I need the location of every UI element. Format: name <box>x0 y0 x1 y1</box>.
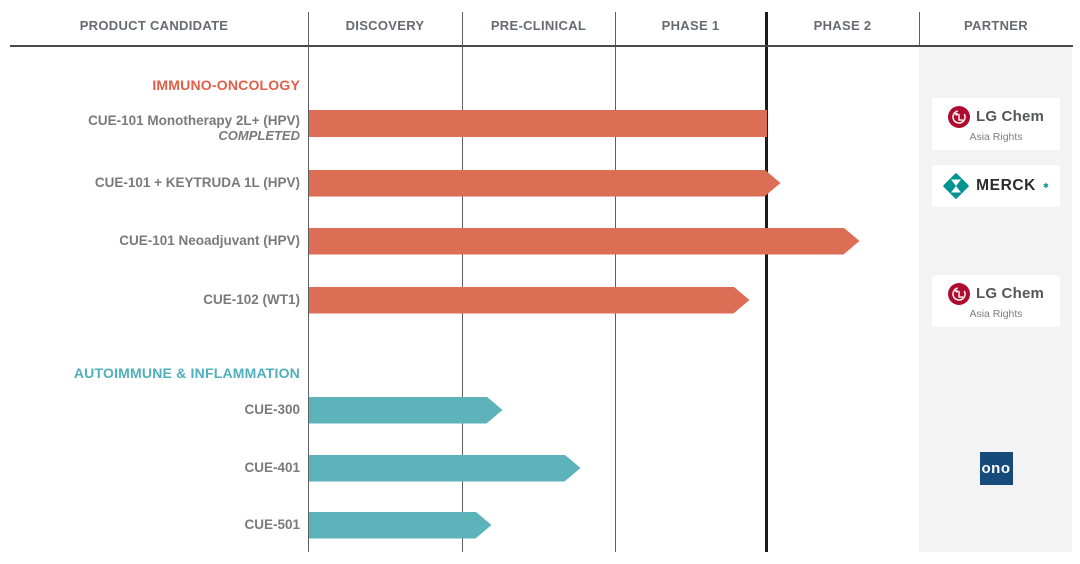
phase-progress-bar <box>309 170 781 197</box>
partner-ono-logo: ono <box>979 451 1013 485</box>
phase-progress-bar <box>308 109 767 137</box>
ono-wordmark: ono <box>981 459 1011 477</box>
partner-cell: ono <box>932 442 1060 494</box>
phase-progress-bar <box>309 455 581 482</box>
section-title: IMMUNO-ONCOLOGY <box>152 77 300 93</box>
lgchem-asia-rights-note: Asia Rights <box>969 307 1023 320</box>
column-header-product-candidate: PRODUCT CANDIDATE <box>79 18 229 33</box>
lg-icon <box>947 282 970 305</box>
phase-progress-bar <box>309 397 503 424</box>
row-label-text: CUE-300 <box>244 402 300 417</box>
lgchem-asia-rights-note: Asia Rights <box>969 130 1023 143</box>
grid-line-phase2-start <box>765 12 768 552</box>
merck-registered-mark: ✱ <box>1042 183 1049 190</box>
partner-merck-logo: MERCK ✱ <box>932 165 1060 207</box>
phase-progress-bar <box>309 512 492 539</box>
merck-logo-row: MERCK ✱ <box>943 173 1049 199</box>
column-header-preclinical: PRE-CLINICAL <box>490 18 587 33</box>
lgchem-logo-row: LG Chem <box>947 282 1045 305</box>
phase-progress-bar <box>309 287 750 314</box>
row-label-text: CUE-101 Neoadjuvant (HPV) <box>119 233 300 248</box>
row-label-text: CUE-101 Monotherapy 2L+ (HPV) <box>88 112 300 128</box>
row-label: CUE-501 <box>0 518 300 532</box>
merck-icon <box>943 173 969 199</box>
phase-progress-bar <box>309 228 860 255</box>
merck-wordmark: MERCK <box>976 177 1036 194</box>
partner-lgchem-logo: LG Chem Asia Rights <box>932 275 1060 327</box>
row-label: CUE-102 (WT1) <box>0 293 300 307</box>
partner-cell: LG Chem Asia Rights <box>932 275 1060 327</box>
column-header-discovery: DISCOVERY <box>345 18 425 33</box>
lgchem-logo-row: LG Chem <box>947 105 1045 128</box>
row-label-text: CUE-101 + KEYTRUDA 1L (HPV) <box>94 175 300 190</box>
row-label-text: CUE-401 <box>244 460 300 475</box>
row-label-text: CUE-501 <box>244 517 300 532</box>
row-label-text: CUE-102 (WT1) <box>203 292 300 307</box>
lgchem-wordmark: LG Chem <box>975 285 1045 302</box>
row-label: CUE-401 <box>0 461 300 475</box>
partner-lgchem-logo: LG Chem Asia Rights <box>932 98 1060 150</box>
header-divider <box>10 45 1073 47</box>
lg-icon <box>947 105 970 128</box>
column-header-phase2: PHASE 2 <box>813 18 872 33</box>
section-title: AUTOIMMUNE & INFLAMMATION <box>73 365 300 381</box>
row-label: CUE-101 Neoadjuvant (HPV) <box>0 234 300 248</box>
column-header-phase1: PHASE 1 <box>661 18 720 33</box>
partner-cell: LG Chem Asia Rights <box>932 98 1060 150</box>
row-label: CUE-101 + KEYTRUDA 1L (HPV) <box>0 176 300 190</box>
grid-line-phase1-start <box>615 12 616 552</box>
grid-line-discovery-start <box>308 12 309 552</box>
row-label: CUE-300 <box>0 403 300 417</box>
partner-cell: MERCK ✱ <box>932 160 1060 212</box>
grid-line-preclinical-start <box>462 12 463 552</box>
column-header-partner: PARTNER <box>964 18 1028 33</box>
lgchem-wordmark: LG Chem <box>975 108 1045 125</box>
row-completed-note: COMPLETED <box>218 127 300 143</box>
row-label: CUE-101 Monotherapy 2L+ (HPV) COMPLETED <box>0 112 300 143</box>
